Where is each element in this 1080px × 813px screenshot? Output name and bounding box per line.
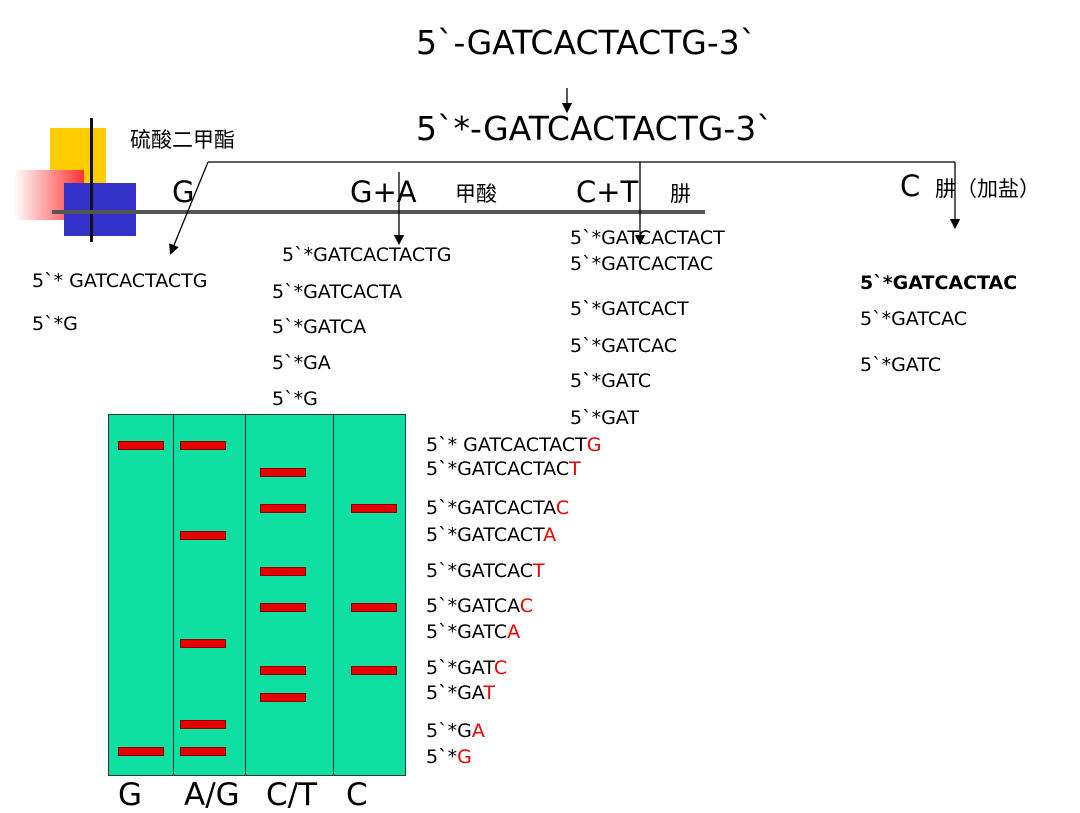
- fragment-c-3: 5`*GATC: [860, 354, 942, 376]
- band-g-1: [118, 441, 164, 450]
- reagent-formic: 甲酸: [455, 182, 497, 206]
- fragment-ct-2: 5`*GATCACTAC: [570, 253, 714, 275]
- gel-lane-divider: [245, 415, 246, 775]
- fragment-ga-4: 5`*GA: [272, 352, 331, 374]
- fragment-c-1: 5`*GATCACTAC: [860, 272, 1018, 294]
- fragment-ct-3: 5`*GATCACT: [570, 298, 689, 320]
- band-ag-3: [180, 639, 226, 648]
- deco-vertical-rule: [90, 118, 93, 242]
- ladder-row: 5`*GATCACTAC: [426, 497, 570, 519]
- ladder-row: 5`*GATCA: [426, 621, 521, 643]
- band-ct-4: [260, 603, 306, 612]
- reagent-hydrazine-salt: 肼（加盐）: [935, 177, 1040, 201]
- gel-lane-label-c: C: [346, 777, 368, 813]
- lane-header-c: C: [900, 169, 921, 203]
- lane-header-ct: C+T: [576, 175, 639, 209]
- gel-lane-label-ct: C/T: [266, 777, 318, 813]
- ladder-row: 5`*GA: [426, 720, 485, 742]
- fragment-g-1: 5`* GATCACTACTG: [32, 270, 208, 292]
- ladder-row: 5`*GATC: [426, 657, 508, 679]
- band-ag-2: [180, 531, 226, 540]
- labeled-sequence: 5`*-GATCACTACTG-3`: [416, 109, 773, 148]
- ladder-row: 5`*GATCACTACT: [426, 458, 581, 480]
- fragment-ga-2: 5`*GATCACTA: [272, 281, 403, 303]
- ladder-row: 5`*GAT: [426, 682, 495, 704]
- band-c-1: [351, 504, 397, 513]
- band-ag-5: [180, 747, 226, 756]
- ladder-row: 5`*GATCAC: [426, 595, 534, 617]
- fragment-ct-6: 5`*GAT: [570, 407, 639, 429]
- band-c-3: [351, 666, 397, 675]
- ladder-row: 5`*GATCACTA: [426, 524, 557, 546]
- band-ct-5: [260, 666, 306, 675]
- fragment-ct-1: 5`*GATCACTACT: [570, 227, 725, 249]
- fragment-ga-3: 5`*GATCA: [272, 316, 367, 338]
- band-ct-6: [260, 693, 306, 702]
- fragment-ga-5: 5`*G: [272, 388, 318, 410]
- reagent-dms: 硫酸二甲酯: [130, 128, 235, 152]
- fragment-c-2: 5`*GATCAC: [860, 308, 968, 330]
- band-c-2: [351, 603, 397, 612]
- ladder-row: 5`*GATCACT: [426, 560, 545, 582]
- lane-header-ga: G+A: [350, 175, 417, 209]
- ladder-row: 5`*G: [426, 746, 472, 768]
- lane-header-g: G: [172, 175, 195, 209]
- band-ag-1: [180, 441, 226, 450]
- band-ct-1: [260, 468, 306, 477]
- gel-lane-label-g: G: [118, 777, 143, 813]
- fragment-g-2: 5`*G: [32, 313, 78, 335]
- gel-lane-divider: [173, 415, 174, 775]
- band-g-2: [118, 747, 164, 756]
- gel-lane-label-ag: A/G: [184, 777, 240, 813]
- ladder-row: 5`* GATCACTACTG: [426, 434, 602, 456]
- fragment-ct-4: 5`*GATCAC: [570, 335, 678, 357]
- top-sequence: 5`-GATCACTACTG-3`: [416, 23, 757, 62]
- fragment-ga-1: 5`*GATCACTACTG: [282, 244, 452, 266]
- fragment-ct-5: 5`*GATC: [570, 370, 652, 392]
- g-branch-arrow: [169, 161, 209, 255]
- reagent-hydrazine: 肼: [670, 182, 691, 206]
- band-ag-4: [180, 720, 226, 729]
- deco-blue-square: [64, 183, 136, 236]
- sequencing-gel: [108, 414, 406, 776]
- band-ct-3: [260, 567, 306, 576]
- gel-lane-divider: [333, 415, 334, 775]
- band-ct-2: [260, 504, 306, 513]
